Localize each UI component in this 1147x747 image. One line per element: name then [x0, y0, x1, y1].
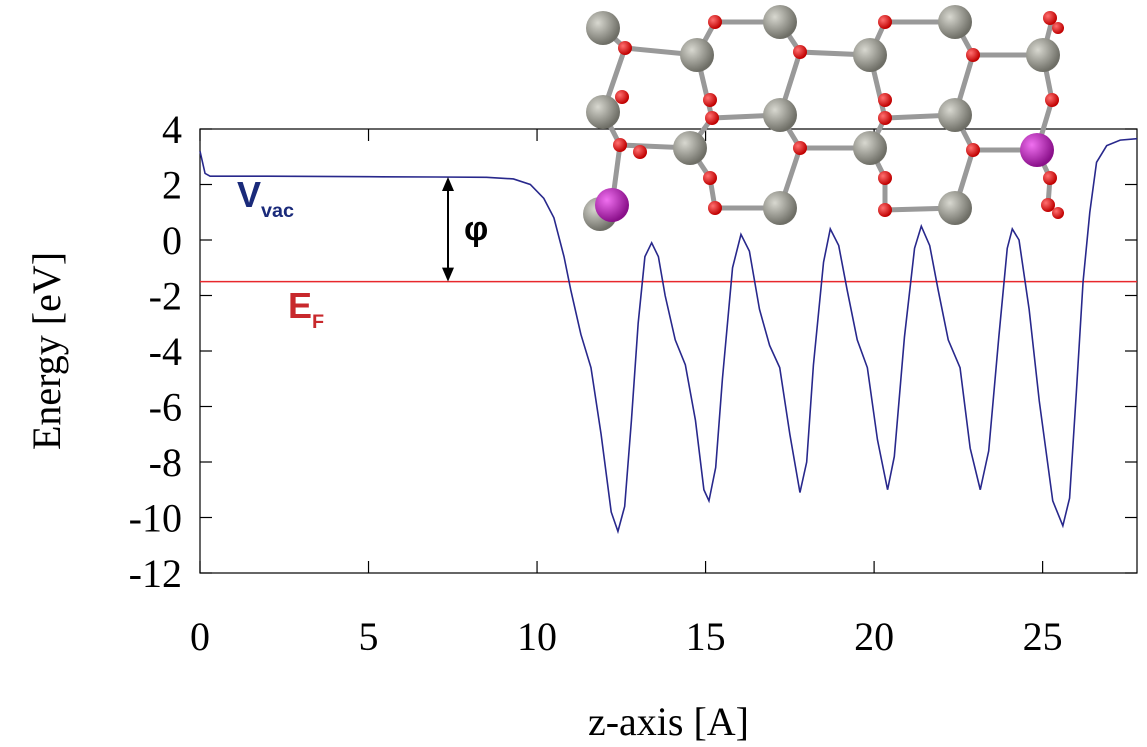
bonds	[600, 19, 1055, 213]
y-tick-label: 2	[162, 163, 182, 208]
y-tick-label: 0	[162, 218, 182, 263]
x-tick-label: 0	[190, 614, 210, 659]
y-tick-label: -6	[149, 385, 182, 430]
fermi-label: EF	[288, 285, 324, 333]
y-tick-label: -8	[149, 440, 182, 485]
oxygen-atoms	[613, 11, 1064, 219]
fermi-main: E	[288, 285, 312, 326]
y-tick-label: -4	[149, 329, 182, 374]
x-tick-label: 25	[1023, 614, 1063, 659]
molecule-structure	[583, 5, 1064, 231]
fermi-sub: F	[312, 311, 324, 333]
x-tick-label: 15	[686, 614, 726, 659]
arrow-head	[442, 267, 454, 282]
y-tick-label: -2	[149, 274, 182, 319]
phi-label: φ	[464, 210, 488, 248]
plot-area: 0 5 10 15 20 25 -12 -10 -8 -6 -4 -2 0 2 4 z-axis [A] Ene…	[24, 107, 1138, 744]
y-tick-label: -10	[129, 496, 182, 541]
x-tick-label: 5	[359, 614, 379, 659]
x-axis-label: z-axis [A]	[588, 699, 749, 744]
y-tick-label: 4	[162, 107, 182, 152]
y-axis-label: Energy [eV]	[24, 252, 69, 450]
x-tick-label: 20	[854, 614, 894, 659]
vac-main: V	[237, 174, 261, 215]
potential-line	[199, 137, 1138, 535]
arrow-head	[442, 177, 454, 192]
x-tick-label: 10	[517, 614, 557, 659]
plot-frame	[199, 128, 1138, 574]
vac-label: Vvac	[237, 174, 294, 222]
vac-sub: vac	[261, 200, 294, 222]
y-tick-label: -12	[129, 551, 182, 596]
carbon-atoms	[583, 5, 1060, 231]
hetero-atoms	[595, 133, 1054, 222]
